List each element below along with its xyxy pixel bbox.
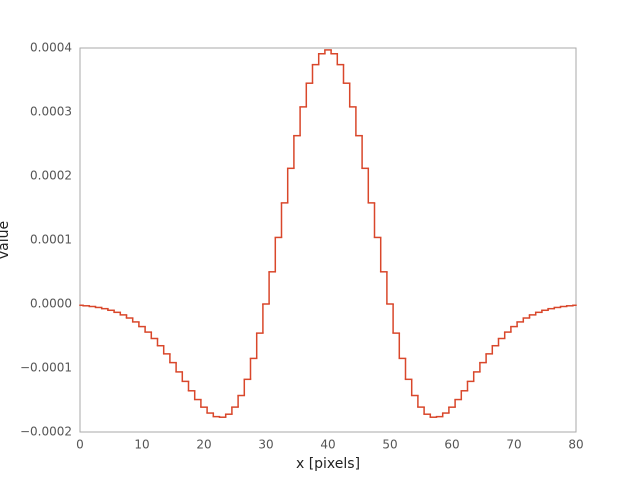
x-tick-label: 60: [444, 438, 459, 452]
y-tick-label: 0.0003: [30, 105, 72, 119]
x-tick-label: 30: [258, 438, 273, 452]
step-risers: [82, 49, 574, 418]
x-tick-label: 80: [568, 438, 583, 452]
x-tick-label: 50: [382, 438, 397, 452]
y-axis-label: value: [0, 221, 12, 259]
y-tick-label: 0.0000: [30, 297, 72, 311]
x-tick-label: 70: [506, 438, 521, 452]
x-axis-label: x [pixels]: [296, 456, 360, 472]
y-tick-label: −0.0001: [20, 361, 72, 375]
x-tick-label: 10: [134, 438, 149, 452]
y-tick-label: 0.0004: [30, 41, 72, 55]
y-tick-label: 0.0001: [30, 233, 72, 247]
y-tick-label: −0.0002: [20, 425, 72, 439]
y-tick-label: 0.0002: [30, 169, 72, 183]
plot-frame: [79, 47, 577, 433]
x-tick-label: 40: [320, 438, 335, 452]
x-tick-label: 20: [196, 438, 211, 452]
x-tick-label: 0: [76, 438, 84, 452]
